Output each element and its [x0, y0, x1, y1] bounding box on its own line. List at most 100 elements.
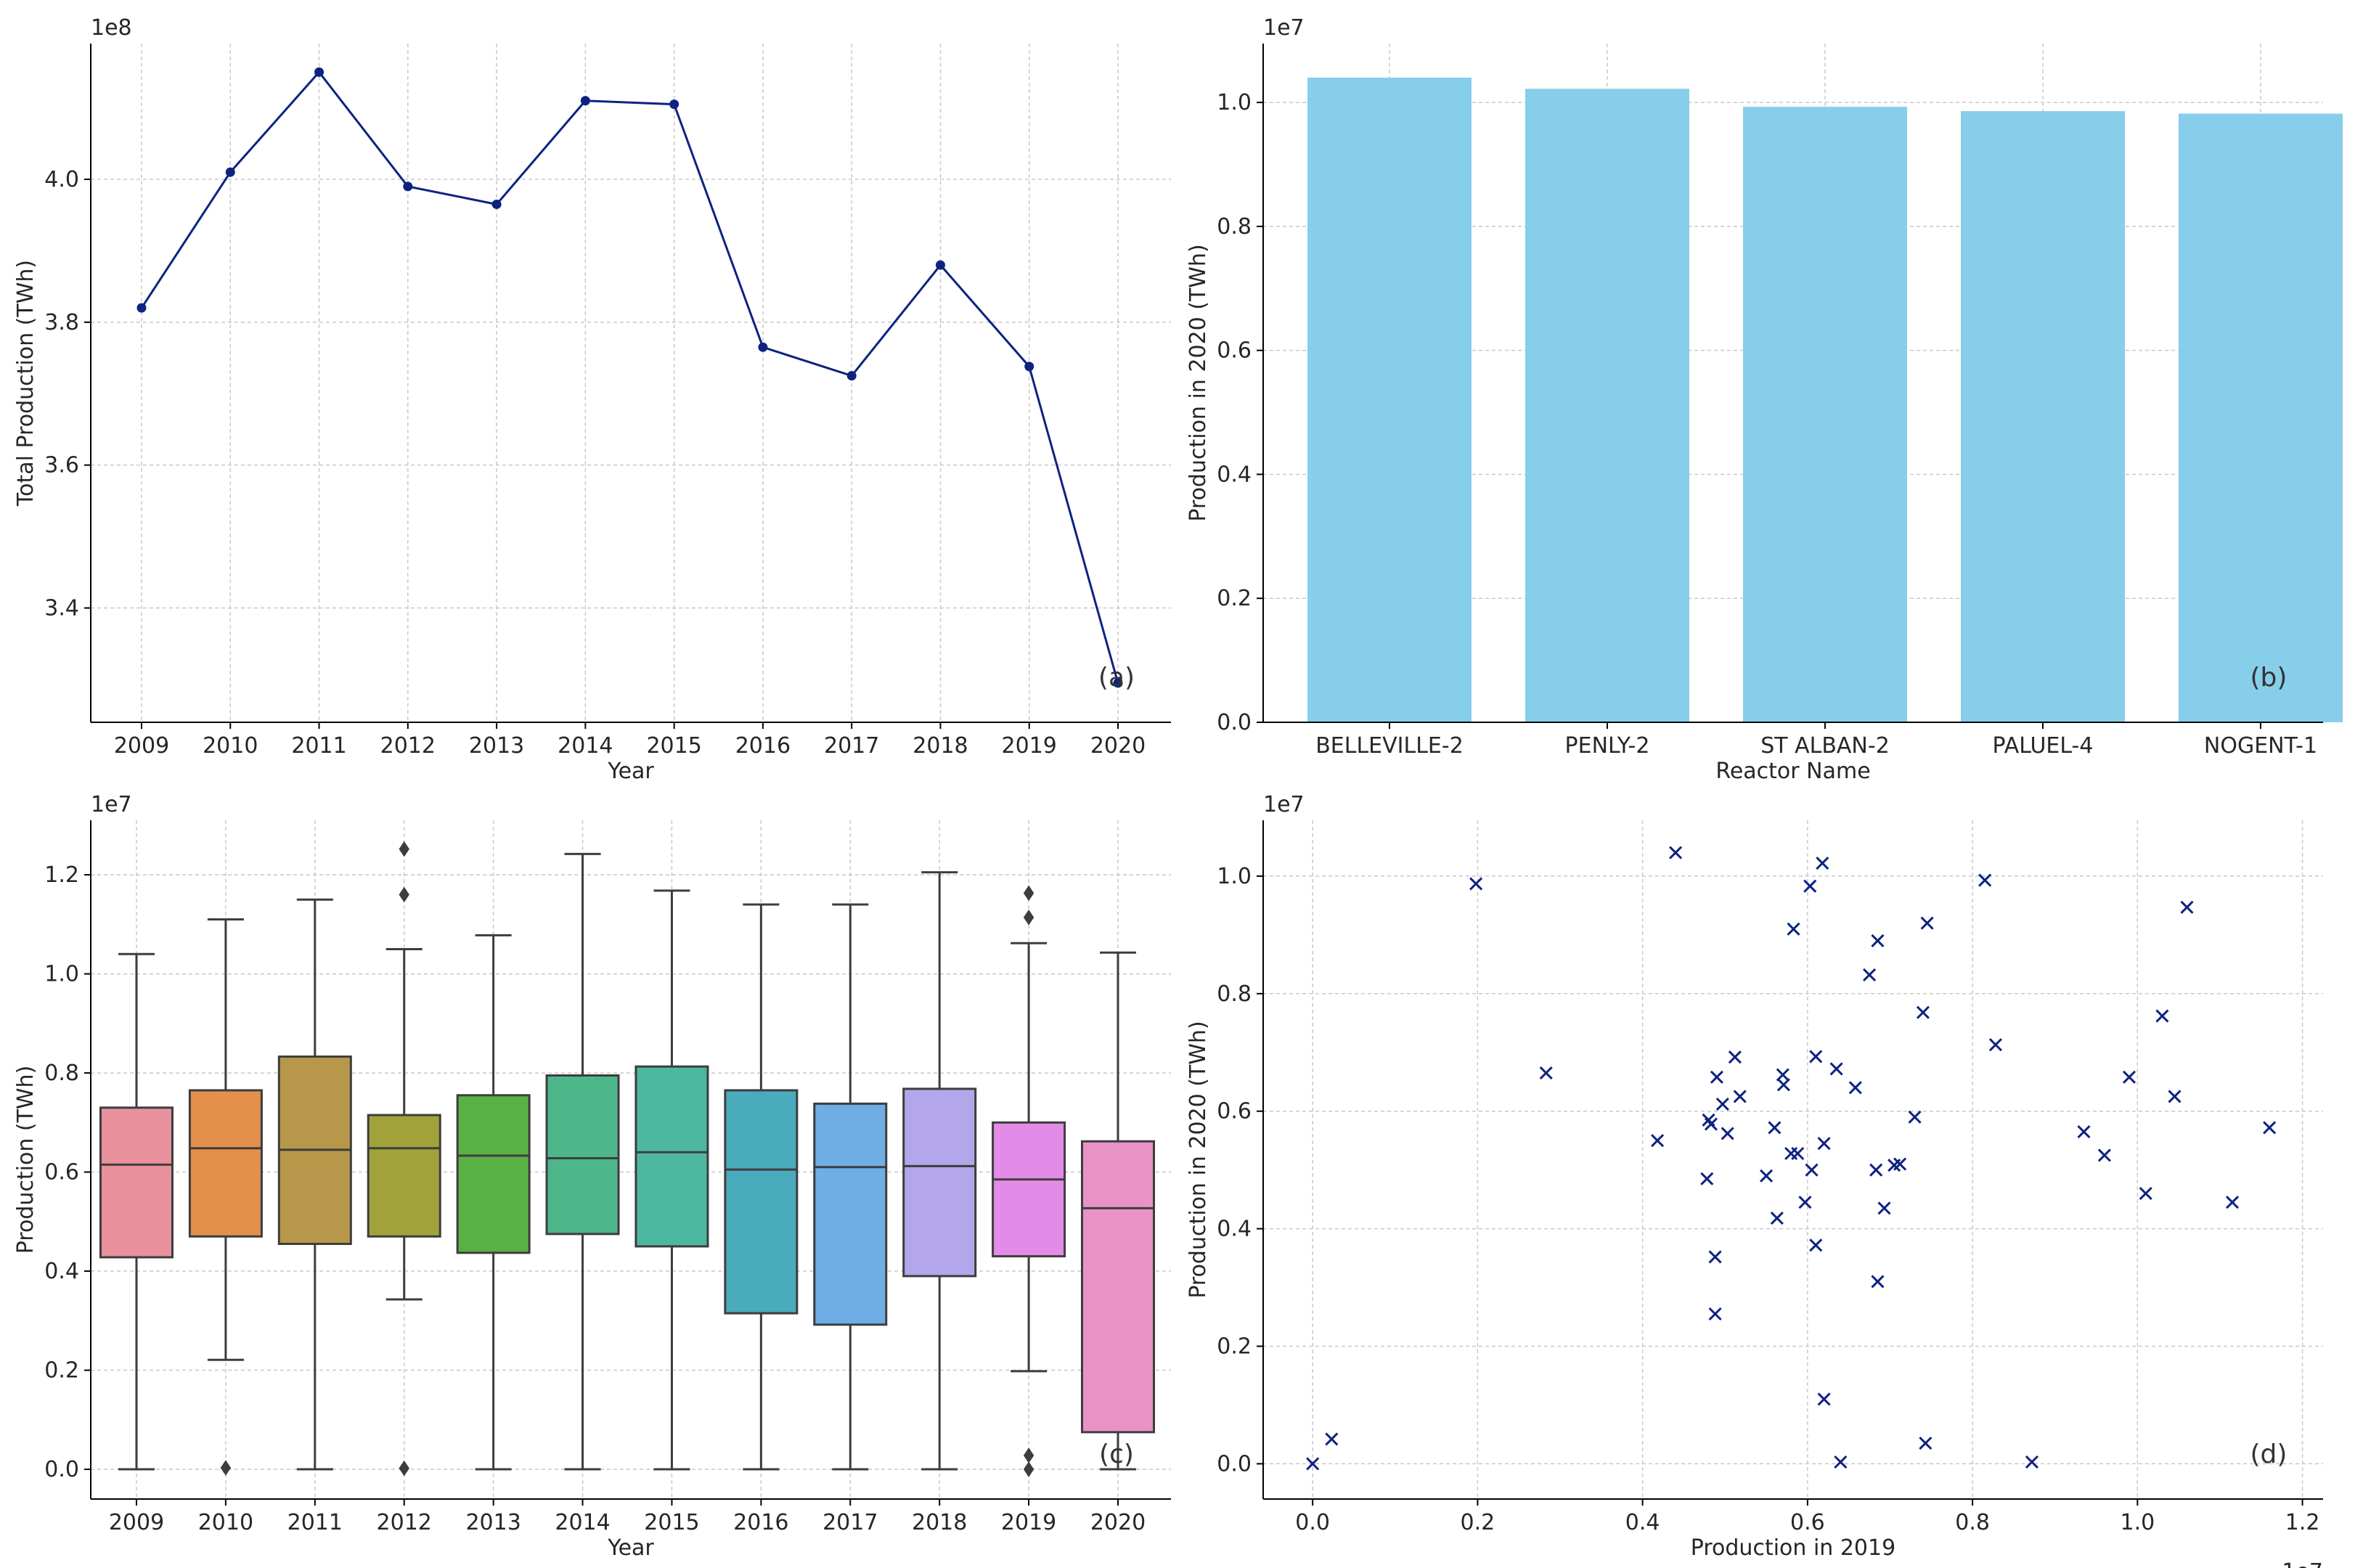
chart-c-xtick-label-10: 2019: [1001, 1510, 1056, 1535]
chart-c-xtick-label-6: 2015: [644, 1510, 699, 1535]
chart-d-point-26-stroke-b: [1805, 1163, 1819, 1177]
chart-a-series-line: [140, 70, 1119, 684]
chart-d-point-16-stroke-b: [1760, 1169, 1774, 1183]
chart-c-box-2019: [992, 1121, 1066, 1258]
chart-b-ytick-label-4: 0.8: [1217, 214, 1252, 240]
chart-a-ytick-label-0: 3.4: [44, 596, 79, 621]
chart-a-xtick-label-2: 2011: [291, 733, 346, 759]
chart-d-point-53: [2155, 1009, 2169, 1023]
chart-d-point-1: [1325, 1432, 1339, 1446]
chart-d-point-4: [1651, 1134, 1665, 1148]
chart-c-ytick-label-4: 0.8: [44, 1061, 79, 1086]
chart-a-xtick-label-11: 2020: [1090, 733, 1146, 759]
chart-c-y-axis-title: Production (TWh): [13, 1066, 38, 1254]
chart-d-point-17-stroke-b: [1768, 1121, 1781, 1135]
chart-c-xtick-label-4: 2013: [465, 1510, 521, 1535]
chart-a-xtick-label-8: 2017: [824, 733, 879, 759]
chart-b-bar-belleville-2: [1307, 77, 1472, 722]
chart-d-point-48: [2025, 1455, 2038, 1469]
chart-d-point-28-stroke-b: [1809, 1050, 1823, 1063]
chart-d-point-9-stroke-b: [1708, 1250, 1722, 1264]
chart-a-point-2014: [580, 96, 590, 106]
chart-d-point-39-stroke-b: [1877, 1201, 1891, 1215]
chart-d-point-31: [1817, 1392, 1831, 1406]
chart-d-point-46: [1978, 873, 1992, 887]
chart-b-panel-label: (b): [2250, 663, 2287, 693]
chart-d-point-46-stroke-b: [1978, 873, 1992, 887]
chart-d-point-25-stroke-b: [1803, 879, 1817, 893]
chart-d-point-42-stroke-b: [1908, 1110, 1922, 1124]
chart-c-xtick-label-2: 2011: [287, 1510, 343, 1535]
chart-c-flier-2019-2: [1023, 1447, 1034, 1463]
chart-a-ytick-label-1: 3.6: [44, 453, 79, 478]
chart-c-ytick-label-2: 0.4: [44, 1259, 79, 1284]
chart-d-point-2: [1469, 877, 1483, 891]
chart-c-xtick-label-5: 2014: [555, 1510, 610, 1535]
chart-d-point-7-stroke-b: [1702, 1113, 1715, 1127]
chart-b-xtick-label-2: ST ALBAN-2: [1760, 733, 1890, 759]
chart-d-x-axis-title: Production in 2019: [1691, 1535, 1895, 1561]
chart-a-xtick-label-1: 2010: [203, 733, 258, 759]
chart-a-total-production-line: 3.4 3.6 3.8 4.0 2009 2010 2011 2012 2013 2014 2015…: [13, 15, 1171, 784]
chart-d-ytick-label-2: 0.4: [1217, 1217, 1252, 1242]
chart-d-point-29-stroke-b: [1816, 857, 1829, 870]
chart-d-point-3: [1539, 1066, 1553, 1080]
chart-a-y-offset-label: 1e8: [91, 15, 132, 41]
chart-d-point-5-stroke-b: [1669, 846, 1683, 859]
chart-c-flier-2019-3: [1023, 1461, 1034, 1477]
chart-b-y-offset-label: 1e7: [1263, 15, 1305, 41]
chart-b-ytick-label-3: 0.6: [1217, 338, 1252, 364]
chart-d-point-29: [1816, 857, 1829, 870]
chart-a-xtick-label-6: 2015: [646, 733, 701, 759]
chart-c-flier-2012-2: [399, 1460, 409, 1477]
chart-a-xtick-label-3: 2012: [380, 733, 436, 759]
chart-d-point-26: [1805, 1163, 1819, 1177]
chart-d-point-6-stroke-b: [1700, 1172, 1714, 1185]
chart-d-point-50: [2097, 1148, 2111, 1162]
chart-a-point-2010: [225, 167, 235, 177]
chart-d-point-51-stroke-b: [2122, 1070, 2136, 1084]
chart-b-bar-nogent-1: [2179, 113, 2343, 722]
chart-c-flier-2010-0: [220, 1460, 232, 1476]
chart-c-box-2020: [1081, 1140, 1155, 1434]
chart-a-y-axis-title: Total Production (TWh): [13, 260, 38, 507]
chart-d-point-53-stroke-b: [2155, 1009, 2169, 1023]
chart-d-point-32-stroke-b: [1829, 1062, 1843, 1076]
chart-b-xtick-label-1: PENLY-2: [1565, 733, 1650, 759]
chart-d-point-57-stroke-b: [2263, 1121, 2277, 1135]
chart-a-xtick-label-0: 2009: [114, 733, 169, 759]
chart-d-point-4-stroke-b: [1651, 1134, 1665, 1148]
chart-b-ytick-label-0: 0.0: [1217, 710, 1252, 735]
chart-d-point-24-stroke-b: [1798, 1196, 1812, 1209]
chart-a-xtick-label-9: 2018: [913, 733, 968, 759]
chart-d-point-20: [1776, 1078, 1790, 1092]
chart-b-top-reactors-bar: 0.0 0.2 0.4 0.6 0.8 1.0 BELLEVILLE-2 PENLY-2 ST …: [1185, 15, 2343, 784]
chart-a-xtick-label-10: 2019: [1002, 733, 1057, 759]
chart-d-point-27-stroke-b: [1809, 1238, 1823, 1252]
chart-d-point-6: [1700, 1172, 1714, 1185]
chart-c-xtick-label-9: 2018: [912, 1510, 967, 1535]
chart-a-point-2017: [846, 371, 857, 381]
chart-c-box-2014: [545, 1074, 620, 1236]
chart-d-point-22-stroke-b: [1787, 922, 1800, 936]
chart-a-point-2016: [758, 342, 768, 352]
chart-a-point-2018: [935, 260, 945, 270]
chart-d-point-13-stroke-b: [1721, 1127, 1734, 1140]
chart-c-xtick-label-11: 2020: [1090, 1510, 1146, 1535]
chart-c-box-2010: [188, 1089, 263, 1238]
chart-d-point-15: [1733, 1090, 1747, 1103]
chart-c-ytick-label-5: 1.0: [44, 962, 79, 987]
chart-c-box-2017: [813, 1102, 888, 1326]
chart-d-point-43: [1916, 1005, 1930, 1019]
chart-d-point-55-stroke-b: [2180, 900, 2194, 914]
chart-d-xtick-label-4: 0.8: [1955, 1510, 1990, 1535]
chart-c-production-boxplot: 0.0 0.2 0.4 0.6 0.8 1.0 1.2 2009 2010 2011 2012 201…: [13, 792, 1171, 1561]
chart-c-flier-2012-0: [399, 841, 409, 857]
chart-a-x-axis-title: Year: [607, 759, 654, 784]
chart-c-ytick-label-0: 0.0: [44, 1457, 79, 1482]
chart-d-point-56: [2225, 1196, 2240, 1209]
chart-d-xtick-label-1: 0.2: [1461, 1510, 1495, 1535]
chart-d-point-47-stroke-b: [1988, 1038, 2002, 1052]
chart-d-y-axis-title: Production in 2020 (TWh): [1185, 1021, 1211, 1298]
